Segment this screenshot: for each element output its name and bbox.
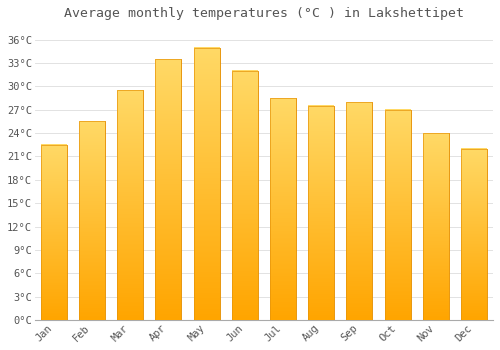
Bar	[346, 102, 372, 320]
Bar	[461, 149, 487, 320]
Bar	[232, 71, 258, 320]
Bar	[308, 106, 334, 320]
Bar	[79, 121, 105, 320]
Bar	[156, 59, 182, 320]
Title: Average monthly temperatures (°C ) in Lakshettipet: Average monthly temperatures (°C ) in La…	[64, 7, 464, 20]
Bar	[384, 110, 410, 320]
Bar	[194, 48, 220, 320]
Bar	[423, 133, 449, 320]
Bar	[270, 98, 296, 320]
Bar	[117, 90, 143, 320]
Bar	[41, 145, 67, 320]
